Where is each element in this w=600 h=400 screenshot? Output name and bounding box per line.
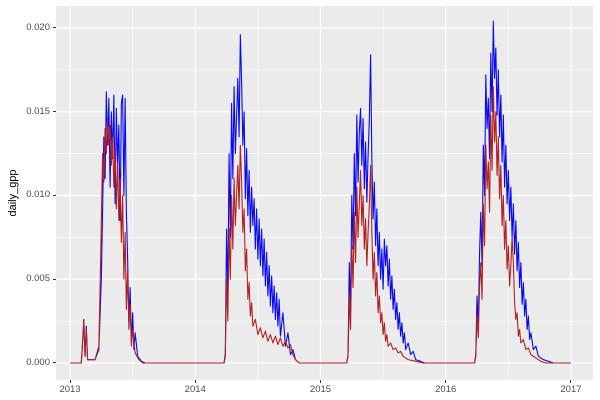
y-tick-label: 0.020 xyxy=(26,21,50,33)
y-tick-label: 0.010 xyxy=(26,189,50,201)
y-tick-mark xyxy=(53,111,56,113)
x-tick-label: 2013 xyxy=(59,384,81,395)
x-tick-mark xyxy=(69,380,71,383)
y-tick-mark xyxy=(53,27,56,29)
y-tick-mark xyxy=(53,194,56,196)
x-tick-mark xyxy=(445,380,447,383)
y-tick-label: 0.015 xyxy=(26,105,50,117)
x-tick-label: 2015 xyxy=(309,384,332,395)
x-tick-label: 2014 xyxy=(184,384,206,395)
x-tick-mark xyxy=(194,380,196,383)
x-tick-mark xyxy=(570,380,572,383)
plot-area-svg xyxy=(56,6,593,380)
y-tick-mark xyxy=(53,362,56,364)
y-tick-label: 0.005 xyxy=(26,273,50,285)
x-tick-label: 2017 xyxy=(560,384,582,395)
plot-panel xyxy=(56,6,593,380)
x-tick-mark xyxy=(319,380,321,383)
y-tick-label: 0.000 xyxy=(26,356,50,368)
y-tick-mark xyxy=(53,278,56,280)
red-line xyxy=(70,86,571,364)
x-tick-label: 2016 xyxy=(435,384,457,395)
